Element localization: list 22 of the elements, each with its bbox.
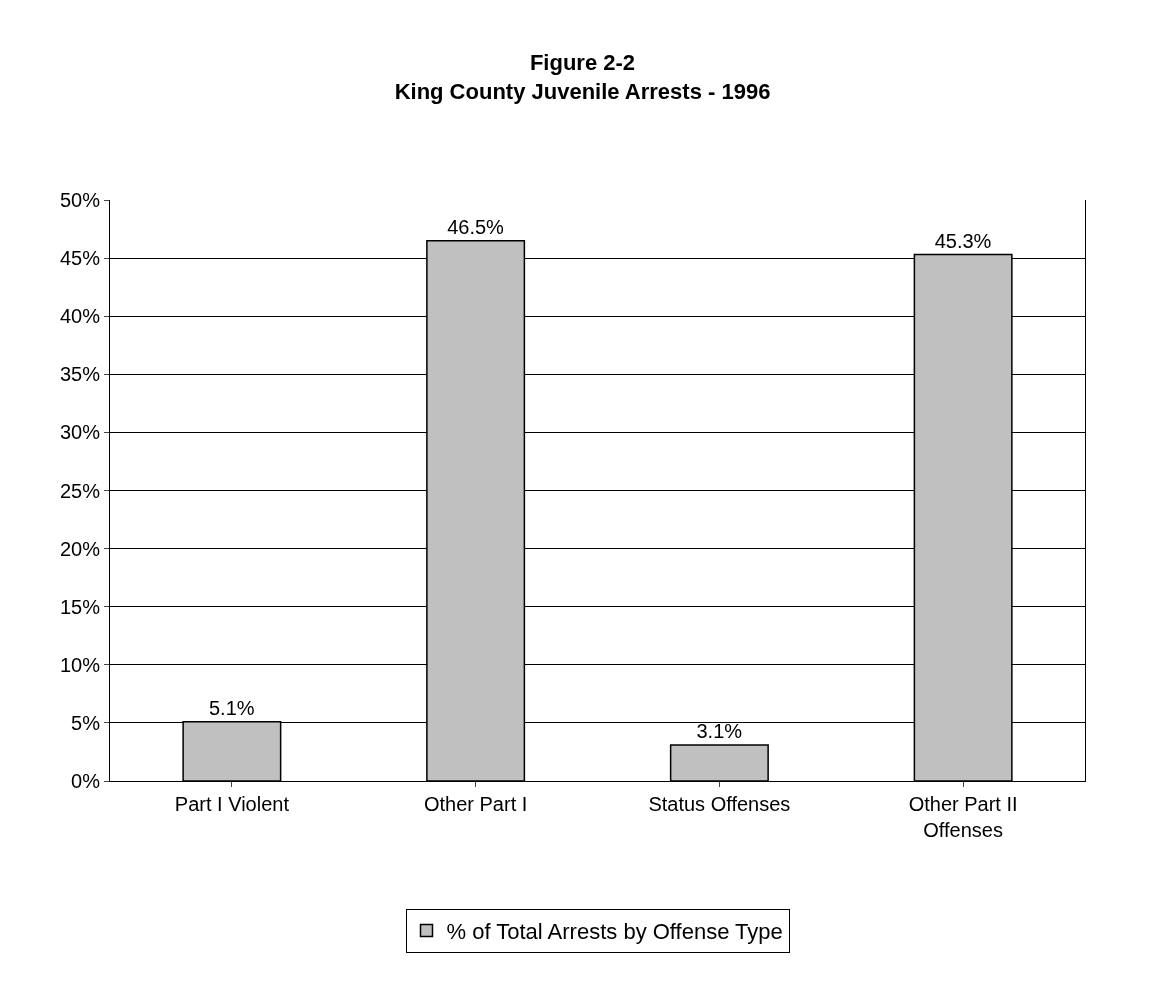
y-tick-label: 45% — [59, 247, 101, 270]
chart-title: Figure 2-2 — [529, 50, 636, 76]
chart-subtitle: King County Juvenile Arrests - 1996 — [394, 78, 771, 104]
x-tick-label: Part I Violent — [174, 793, 290, 815]
data-label: 3.1% — [696, 719, 743, 742]
y-tick-label: 35% — [59, 363, 101, 386]
x-tick-label: Other Part I — [423, 793, 528, 815]
y-tick-label: 25% — [59, 479, 101, 502]
y-tick-label: 15% — [59, 595, 101, 618]
y-tick-label: 40% — [59, 305, 101, 328]
y-tick-label: 10% — [59, 653, 101, 676]
data-label: 45.3% — [934, 229, 992, 252]
y-tick-label: 20% — [59, 537, 101, 560]
y-tick-label: 5% — [71, 711, 101, 734]
data-label: 46.5% — [447, 215, 505, 238]
y-tick-label: 30% — [59, 421, 101, 444]
legend-label: % of Total Arrests by Offense Type — [446, 919, 783, 945]
x-tick-label: Other Part II Offenses — [908, 793, 1018, 841]
y-tick-label: 50% — [59, 189, 101, 211]
x-tick-label: Status Offenses — [648, 793, 791, 815]
data-label: 5.1% — [208, 696, 255, 719]
y-tick-label: 0% — [71, 770, 101, 792]
